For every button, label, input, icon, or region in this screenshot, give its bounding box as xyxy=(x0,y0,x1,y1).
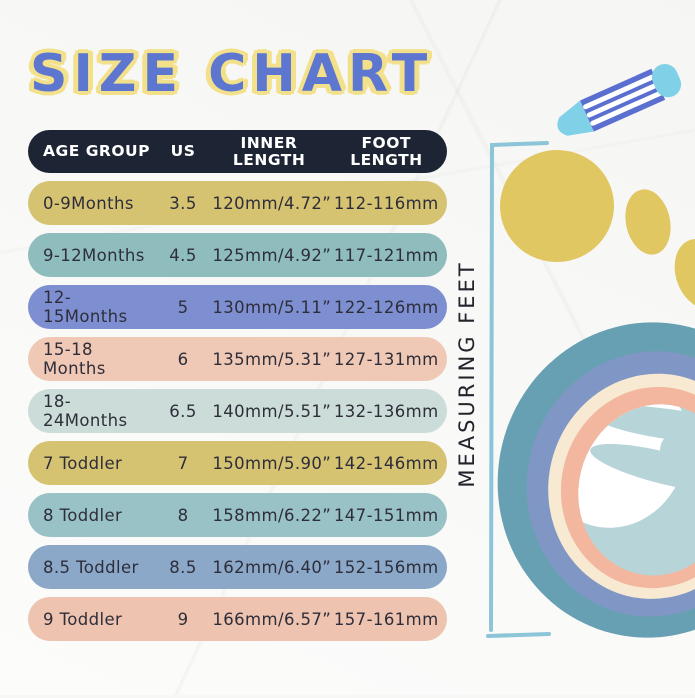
table-row: 0-9Months 3.5 120mm/4.72” 112-116mm xyxy=(28,181,447,225)
pencil-eraser xyxy=(651,63,682,98)
cell-us-size: 5 xyxy=(177,297,189,317)
page-title: SIZE CHART xyxy=(30,44,434,104)
table-row: 18-24Months 6.5 140mm/5.51” 132-136mm xyxy=(28,389,447,433)
measuring-feet-illustration: MEASURING FEET xyxy=(455,63,695,638)
measuring-bracket-line xyxy=(486,141,551,638)
cell-us-size: 7 xyxy=(177,453,189,473)
pencil-stripe xyxy=(586,82,659,118)
swirl-notch xyxy=(590,443,695,493)
middle-toe-shape xyxy=(625,189,671,255)
cell-foot-length: 142-146mm xyxy=(333,453,439,473)
cell-foot-length: 117-121mm xyxy=(333,245,439,265)
cell-inner-length: 162mm/6.40” xyxy=(212,557,332,577)
cell-us-size: 4.5 xyxy=(169,245,197,265)
cell-age-group: 9-12Months xyxy=(43,245,145,265)
swirl-notch xyxy=(590,405,695,443)
cell-age-group: 12-15Months xyxy=(43,288,128,326)
big-toe-shape xyxy=(500,149,614,263)
cell-foot-length: 112-116mm xyxy=(333,193,439,213)
swirl-notch xyxy=(660,432,695,468)
cell-foot-length: 152-156mm xyxy=(333,557,439,577)
pencil-stripe xyxy=(590,91,663,126)
column-header-age-group: AGE GROUP xyxy=(43,142,150,161)
column-header-foot-length: FOOT LENGTH xyxy=(350,134,423,169)
cell-us-size: 8 xyxy=(177,505,189,525)
cell-us-size: 6 xyxy=(177,349,189,369)
cell-age-group: 9 Toddler xyxy=(43,609,123,629)
cell-age-group: 8 Toddler xyxy=(43,505,123,525)
cell-age-group: 8.5 Toddler xyxy=(43,557,139,577)
table-row: 15-18 Months 6 135mm/5.31” 127-131mm xyxy=(28,337,447,381)
cell-foot-length: 157-161mm xyxy=(333,609,439,629)
cell-foot-length: 127-131mm xyxy=(333,349,439,369)
cell-inner-length: 135mm/5.31” xyxy=(212,349,332,369)
cell-foot-length: 122-126mm xyxy=(333,297,439,317)
column-header-us: US xyxy=(170,142,196,161)
table-header-row: AGE GROUP US INNER LENGTH FOOT LENGTH xyxy=(28,130,447,173)
cell-inner-length: 130mm/5.11” xyxy=(212,297,332,317)
cell-foot-length: 132-136mm xyxy=(333,401,439,421)
table-row: 9-12Months 4.5 125mm/4.92” 117-121mm xyxy=(28,233,447,277)
cell-inner-length: 150mm/5.90” xyxy=(212,453,332,473)
cell-us-size: 9 xyxy=(177,609,189,629)
column-header-inner-length: INNER LENGTH xyxy=(232,134,306,169)
foot-illustration xyxy=(497,149,695,638)
table-row: 9 Toddler 9 166mm/6.57” 157-161mm xyxy=(28,597,447,641)
cell-age-group: 18-24Months xyxy=(43,392,128,430)
cell-us-size: 3.5 xyxy=(169,193,197,213)
cell-us-size: 6.5 xyxy=(169,401,197,421)
cell-age-group: 15-18 Months xyxy=(43,340,106,378)
pencil-stripe xyxy=(583,74,655,110)
pencil-tip xyxy=(557,100,594,136)
cell-age-group: 7 Toddler xyxy=(43,453,123,473)
measuring-feet-label: MEASURING FEET xyxy=(455,260,479,487)
cell-inner-length: 158mm/6.22” xyxy=(212,505,332,525)
cell-inner-length: 120mm/4.72” xyxy=(212,193,332,213)
cell-age-group: 0-9Months xyxy=(43,193,134,213)
size-chart-table: AGE GROUP US INNER LENGTH FOOT LENGTH 0-… xyxy=(28,130,447,641)
table-row: 8.5 Toddler 8.5 162mm/6.40” 152-156mm xyxy=(28,545,447,589)
small-toe-shape xyxy=(674,239,695,309)
pencil-icon xyxy=(557,63,682,136)
table-row: 12-15Months 5 130mm/5.11” 122-126mm xyxy=(28,285,447,329)
cell-inner-length: 125mm/4.92” xyxy=(212,245,332,265)
cell-inner-length: 140mm/5.51” xyxy=(212,401,332,421)
table-row: 8 Toddler 8 158mm/6.22” 147-151mm xyxy=(28,493,447,537)
cell-inner-length: 166mm/6.57” xyxy=(212,609,332,629)
cell-us-size: 8.5 xyxy=(169,557,197,577)
table-row: 7 Toddler 7 150mm/5.90” 142-146mm xyxy=(28,441,447,485)
cell-foot-length: 147-151mm xyxy=(333,505,439,525)
